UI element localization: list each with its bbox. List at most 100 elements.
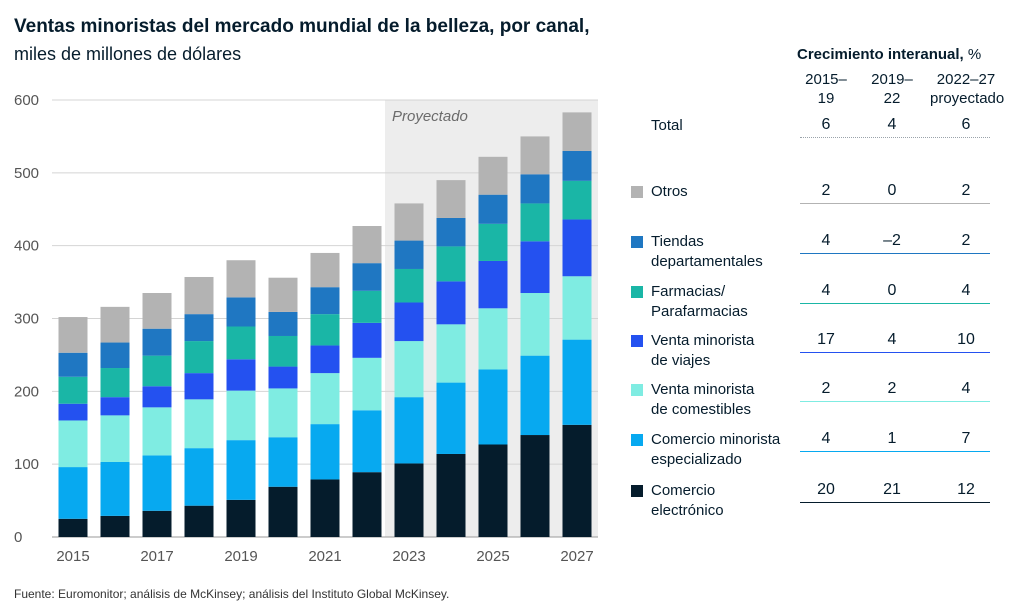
y-tick-label: 100 <box>14 456 39 473</box>
bar-segment <box>184 276 214 315</box>
growth-column-header: 2022–27 proyectado <box>930 71 1005 107</box>
growth-column-header: 2015– 19 <box>805 71 847 107</box>
bar-segment <box>58 352 88 377</box>
growth-value: 6 <box>961 116 971 133</box>
y-tick-label: 300 <box>14 311 39 328</box>
bar-segment <box>352 290 382 323</box>
bar-segment <box>562 150 592 181</box>
bar-segment <box>436 217 466 247</box>
bar-segment <box>100 368 130 398</box>
growth-value: 4 <box>961 380 971 397</box>
bar-segment <box>520 174 550 204</box>
growth-value: 2 <box>961 182 971 199</box>
bar-segment <box>58 403 88 421</box>
bar-segment <box>436 246 466 282</box>
y-tick-label: 600 <box>14 92 39 109</box>
bar-segment <box>394 268 424 303</box>
bar-segment <box>142 293 172 329</box>
growth-value: 0 <box>887 282 897 299</box>
growth-table-title: Crecimiento interanual, % <box>797 46 982 63</box>
bar-segment <box>352 410 382 473</box>
growth-row-rule <box>800 137 990 138</box>
bar-segment <box>352 472 382 537</box>
bar-segment <box>226 440 256 500</box>
bar-segment <box>100 415 130 462</box>
bar-segment <box>520 136 550 175</box>
bar-segment <box>226 297 256 327</box>
growth-row-rule <box>800 401 990 402</box>
growth-value: 20 <box>817 481 835 498</box>
bar-segment <box>184 448 214 506</box>
bar-segment <box>436 281 466 325</box>
bar-segment <box>226 260 256 298</box>
growth-value: 4 <box>887 116 897 133</box>
growth-value: 2 <box>821 182 831 199</box>
growth-row-rule <box>800 203 990 204</box>
bar-segment <box>142 407 172 456</box>
bar-segment <box>100 397 130 416</box>
growth-row-label: Venta minorista de comestibles <box>651 381 755 418</box>
bar-segment <box>562 276 592 340</box>
bar-segment <box>562 339 592 425</box>
bar-segment <box>100 342 130 369</box>
bar-segment <box>520 355 550 436</box>
bar-segment <box>394 341 424 398</box>
bar-segment <box>142 386 172 408</box>
bar-segment <box>478 223 508 261</box>
x-tick-label: 2027 <box>560 548 593 565</box>
projected-label: Proyectado <box>392 108 468 125</box>
chart-subtitle: miles de millones de dólares <box>14 44 242 64</box>
growth-value: 12 <box>957 481 975 498</box>
bar-segment <box>226 359 256 391</box>
bar-segment <box>520 435 550 537</box>
growth-row-label: Farmacias/ Parafarmacias <box>651 283 748 320</box>
growth-value: 21 <box>883 481 901 498</box>
x-tick-label: 2015 <box>56 548 89 565</box>
bar-segment <box>58 317 88 353</box>
bar-segment <box>142 510 172 537</box>
bar-segment <box>184 314 214 342</box>
bar-segment <box>184 505 214 537</box>
y-tick-label: 200 <box>14 383 39 400</box>
growth-row-label: Tiendas departamentales <box>651 233 763 270</box>
growth-row-label: Total <box>651 117 683 134</box>
growth-row-label: Venta minorista de viajes <box>651 332 755 369</box>
bar-segment <box>436 382 466 454</box>
bar-segment <box>310 314 340 346</box>
bar-segment <box>520 203 550 242</box>
growth-row-rule <box>800 253 990 254</box>
legend-swatch <box>631 335 643 347</box>
bar-segment <box>310 287 340 315</box>
bar-segment <box>352 263 382 291</box>
bar-segment <box>562 424 592 537</box>
bar-segment <box>310 345 340 374</box>
legend-swatch <box>631 286 643 298</box>
bar-segment <box>184 341 214 374</box>
bar-segment <box>520 241 550 294</box>
x-tick-label: 2021 <box>308 548 341 565</box>
bar-segment <box>268 437 298 487</box>
growth-row-rule <box>800 451 990 452</box>
chart-title: Ventas minoristas del mercado mundial de… <box>14 16 590 37</box>
growth-value: 0 <box>887 182 897 199</box>
bar-segment <box>478 444 508 537</box>
bar-segment <box>562 180 592 220</box>
bar-segment <box>100 515 130 537</box>
bar-segment <box>394 463 424 537</box>
bar-segment <box>268 335 298 367</box>
bar-segment <box>478 369 508 445</box>
x-tick-label: 2019 <box>224 548 257 565</box>
growth-value: 4 <box>961 282 971 299</box>
growth-value: 2 <box>821 380 831 397</box>
legend-swatch <box>631 384 643 396</box>
bar-segment <box>478 260 508 309</box>
bar-segment <box>478 194 508 224</box>
bar-segment <box>478 308 508 370</box>
bar-segment <box>142 355 172 387</box>
x-tick-label: 2017 <box>140 548 173 565</box>
bar-segment <box>394 203 424 241</box>
bar-segment <box>436 324 466 383</box>
growth-value: –2 <box>883 232 901 249</box>
bar-segment <box>58 420 88 468</box>
